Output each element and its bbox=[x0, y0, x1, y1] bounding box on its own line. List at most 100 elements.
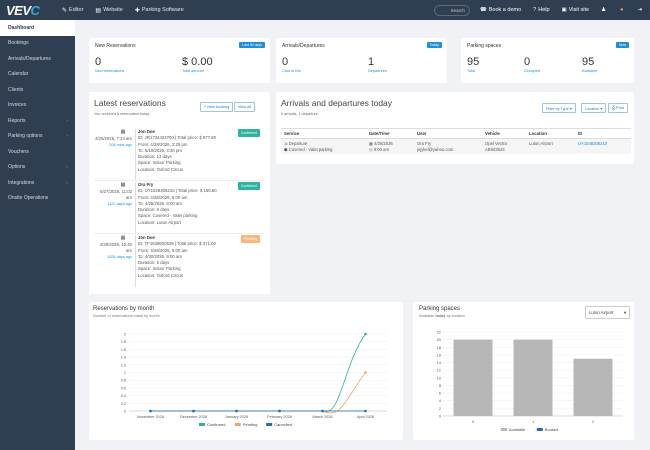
data-point[interactable] bbox=[364, 409, 367, 413]
data-point[interactable] bbox=[192, 409, 195, 413]
client-name[interactable]: Ora Fry bbox=[138, 182, 154, 187]
help-button[interactable]: ? Help bbox=[533, 7, 549, 13]
column-header[interactable]: User bbox=[414, 128, 482, 139]
reservation-space: Space: Indoor Parking bbox=[138, 160, 181, 166]
sidebar-item-calendar[interactable]: Calendar bbox=[0, 67, 75, 83]
sidebar-item-options[interactable]: Options › bbox=[0, 160, 75, 176]
notification-button[interactable]: ● bbox=[620, 7, 625, 13]
stat-value: 0 bbox=[524, 56, 531, 68]
reservation-to: To: 5/10/2026, 3:30 pm bbox=[138, 147, 182, 153]
client-name[interactable]: Jon Doe bbox=[138, 129, 155, 134]
stat-label[interactable]: Total amount bbox=[182, 69, 204, 73]
filter-type-button[interactable]: Filter by Type ▾ bbox=[542, 103, 576, 113]
divider bbox=[94, 180, 264, 181]
status-dot-icon: ● bbox=[620, 7, 624, 13]
y-tick-label: 8 bbox=[439, 384, 441, 388]
y-tick-label: 22 bbox=[437, 331, 441, 335]
reservation-item[interactable]: ▦ 5/27/2025, 11:02 am 1122 days ago Ora Fry… bbox=[94, 182, 264, 234]
top-nav-website[interactable]: ▤ Website bbox=[95, 7, 122, 14]
reservation-item[interactable]: ▦ 4/25/2026, 7:24 am 206 mins ago Jon Doe Co… bbox=[94, 129, 264, 181]
stat-label[interactable]: Cars to live bbox=[282, 69, 301, 73]
x-tick-label: February 2028 bbox=[267, 415, 292, 419]
bar-available[interactable] bbox=[513, 339, 553, 416]
data-point[interactable] bbox=[364, 371, 367, 374]
sidebar-item-integrations[interactable]: Integrations › bbox=[0, 175, 75, 191]
location-select[interactable]: Luton Airport ▾ bbox=[585, 306, 630, 319]
legend-swatch bbox=[234, 423, 241, 426]
nav-label: Parking Software bbox=[141, 7, 184, 13]
stat-label[interactable]: New reservations bbox=[95, 69, 125, 73]
row-id-link[interactable]: UY1548306210 bbox=[578, 141, 608, 146]
client-name[interactable]: Jon Doe bbox=[138, 235, 155, 240]
legend-swatch bbox=[266, 423, 273, 426]
sidebar-item-reports[interactable]: Reports › bbox=[0, 113, 75, 129]
legend-label[interactable]: Cancelled bbox=[274, 422, 292, 427]
bar-available[interactable] bbox=[573, 358, 613, 416]
stat-label[interactable]: Occupied bbox=[524, 69, 541, 73]
sidebar-item-bookings[interactable]: Bookings bbox=[0, 36, 75, 52]
legend-label[interactable]: Confirmed bbox=[207, 422, 225, 427]
table-row[interactable]: ⇲ Departure ⬢ Covered - Valet parking ▦ 4… bbox=[281, 138, 631, 154]
sidebar-item-vouchers[interactable]: Vouchers bbox=[0, 144, 75, 160]
bar-available[interactable] bbox=[453, 339, 493, 416]
reservation-date-block: ▦ 4/25/2026, 7:24 am 206 mins ago bbox=[94, 129, 132, 148]
sidebar-item-onsite-operations[interactable]: Onsite Operations bbox=[0, 191, 75, 207]
data-point[interactable] bbox=[235, 409, 238, 413]
status-badge: Confirmed bbox=[237, 129, 260, 138]
book-demo-button[interactable]: ☎ Book a demo bbox=[480, 7, 521, 13]
chevron-right-icon: › bbox=[66, 179, 68, 186]
stat-label[interactable]: Departures bbox=[368, 69, 387, 73]
top-nav-parking-software[interactable]: ✚ Parking Software bbox=[135, 7, 184, 14]
period-badge: Last 30 days bbox=[239, 42, 265, 48]
visit-site-button[interactable]: ▣ Visit site bbox=[562, 7, 590, 13]
data-point[interactable] bbox=[364, 332, 367, 336]
external-icon: ▣ bbox=[561, 7, 567, 13]
sidebar-item-invoices[interactable]: Invoices bbox=[0, 98, 75, 114]
new-booking-button[interactable]: + New booking bbox=[200, 102, 234, 112]
reservation-date-block: ▦ 4/30/2026, 10:40 am 1028 days ago bbox=[94, 235, 132, 260]
pencil-icon: ✎ bbox=[62, 7, 68, 14]
y-tick-label: 2 bbox=[124, 333, 126, 337]
reservation-item[interactable]: ▦ 4/30/2026, 10:40 am 1028 days ago Jon Doe… bbox=[94, 235, 264, 287]
sidebar-item-label: Options bbox=[8, 164, 26, 171]
data-point[interactable] bbox=[321, 409, 324, 413]
data-point[interactable] bbox=[149, 409, 152, 413]
sidebar-item-parking-options[interactable]: Parking options › bbox=[0, 129, 75, 145]
location-button[interactable]: Location ▾ bbox=[581, 103, 607, 113]
data-point[interactable] bbox=[278, 409, 281, 413]
stat-label[interactable]: Available bbox=[582, 69, 598, 73]
reservation-ago: 1122 days ago bbox=[107, 202, 132, 206]
column-header[interactable]: Date/Time bbox=[366, 128, 414, 139]
y-tick-label: 10 bbox=[437, 376, 441, 380]
legend-label[interactable]: Pending bbox=[243, 422, 258, 427]
sidebar-item-dashboard[interactable]: Dashboard bbox=[0, 20, 75, 36]
chart-title: Parking spaces bbox=[419, 306, 461, 312]
view-all-button[interactable]: View All bbox=[234, 102, 256, 112]
reservation-space: Space: Covered - Valet parking bbox=[138, 213, 198, 219]
top-nav-editor[interactable]: ✎ Editor bbox=[62, 7, 83, 14]
logout-button[interactable]: ⇥ bbox=[637, 7, 644, 13]
y-tick-label: 1.4 bbox=[121, 356, 126, 360]
column-header[interactable]: ID bbox=[575, 128, 631, 139]
column-header[interactable]: Service bbox=[281, 128, 366, 139]
chevron-right-icon: › bbox=[66, 117, 68, 124]
sidebar-item-arrivals-departures[interactable]: Arrivals/Departures bbox=[0, 51, 75, 67]
website-icon: ▤ bbox=[95, 7, 102, 14]
sidebar-item-label: Clients bbox=[8, 86, 24, 93]
top-bar: VEVC ✎ Editor ▤ Website ✚ Parking Software Se… bbox=[0, 0, 650, 20]
x-tick-label: 1 bbox=[532, 420, 534, 424]
column-header[interactable]: Vehicle bbox=[482, 128, 526, 139]
period-badge: Today bbox=[426, 42, 442, 48]
legend-label[interactable]: Available bbox=[509, 427, 526, 432]
sidebar-item-label: Vouchers bbox=[8, 148, 29, 155]
sidebar-item-clients[interactable]: Clients bbox=[0, 82, 75, 98]
search-input[interactable]: Search bbox=[433, 4, 470, 16]
reservation-date-block: ▦ 5/27/2025, 11:02 am 1122 days ago bbox=[94, 182, 132, 207]
sidebar: Dashboard Bookings Arrivals/Departures Cale… bbox=[0, 20, 75, 450]
legend-label[interactable]: Booked bbox=[545, 427, 559, 432]
logo[interactable]: VEVC bbox=[6, 2, 40, 18]
column-header[interactable]: Location bbox=[526, 128, 575, 139]
print-button[interactable]: ⎙ Print bbox=[608, 103, 628, 113]
user-button[interactable]: ♟ bbox=[601, 7, 608, 13]
stat-label[interactable]: Total bbox=[467, 69, 476, 73]
